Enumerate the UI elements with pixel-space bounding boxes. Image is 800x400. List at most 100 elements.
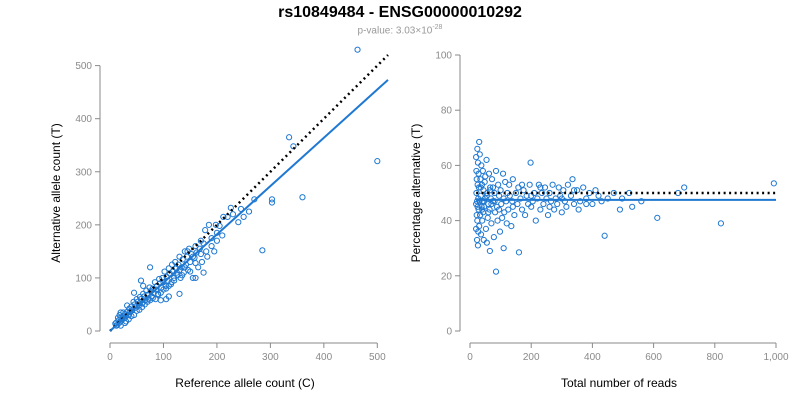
left-data-point — [268, 196, 276, 203]
left-data-point — [171, 274, 178, 282]
right-data-point — [477, 184, 484, 191]
right-y-tick-label: 80 — [441, 106, 453, 117]
right-data-point — [500, 195, 507, 202]
left-data-point — [195, 264, 202, 271]
chart-title: rs10849484 - ENSG00000010292 — [278, 4, 522, 21]
left-y-tick-label: 400 — [75, 114, 92, 125]
right-data-point — [479, 167, 486, 175]
left-data-point — [181, 248, 188, 255]
left-x-tick-label: 400 — [316, 352, 333, 363]
left-data-point — [189, 253, 196, 260]
right-data-point — [499, 170, 507, 177]
right-data-point — [480, 198, 487, 205]
left-data-point — [192, 242, 199, 250]
right-data-point — [540, 200, 547, 208]
right-x-tick-label: 1,000 — [763, 352, 788, 363]
right-data-point — [546, 203, 553, 210]
right-x-tick-label: 600 — [645, 352, 662, 363]
right-data-point — [517, 195, 524, 202]
right-data-point — [589, 200, 596, 208]
right-data-point — [570, 187, 578, 194]
right-data-point — [544, 211, 552, 219]
right-scatter-panel: 0 200 400 600 800 1,000 0 20 40 60 80 100 Total numb… — [409, 51, 789, 391]
right-data-point — [604, 195, 611, 202]
left-reference-line — [109, 54, 389, 332]
right-data-point — [488, 220, 495, 227]
left-data-point — [168, 261, 176, 268]
right-data-point — [570, 200, 578, 208]
right-data-point — [501, 209, 508, 216]
right-data-point — [476, 211, 484, 219]
left-data-point — [161, 268, 168, 275]
left-data-point — [374, 158, 381, 165]
right-data-point — [488, 176, 496, 183]
right-data-point — [509, 176, 516, 183]
right-data-point — [598, 198, 605, 205]
right-data-point — [483, 192, 490, 199]
right-x-tick-label: 800 — [706, 352, 723, 363]
left-data-point — [116, 311, 123, 319]
left-data-point — [211, 248, 218, 255]
right-data-point — [616, 206, 624, 213]
right-x-axis-label: Total number of reads — [561, 376, 677, 390]
right-data-point — [564, 181, 572, 188]
left-data-point — [157, 297, 164, 304]
right-data-point — [638, 198, 645, 205]
right-data-point — [610, 189, 617, 197]
left-data-point — [192, 259, 199, 267]
right-data-point — [498, 200, 505, 208]
right-data-point — [474, 145, 481, 152]
right-data-point — [473, 189, 480, 197]
right-data-point — [629, 203, 636, 210]
right-data-point — [511, 211, 518, 219]
right-y-axis-label: Percentage alternative (T) — [409, 124, 423, 263]
right-data-point — [549, 181, 556, 188]
right-data-point — [478, 162, 485, 169]
right-data-point — [509, 203, 516, 210]
p-value-mantissa: 3.03×10 — [395, 25, 433, 37]
right-data-point — [552, 195, 559, 202]
right-data-point — [492, 268, 500, 275]
right-data-point — [492, 167, 500, 175]
right-data-point — [483, 239, 490, 246]
left-x-tick-label: 500 — [369, 352, 386, 363]
left-data-point — [212, 221, 219, 228]
left-data-point — [184, 248, 191, 255]
left-data-point — [354, 46, 361, 53]
left-data-point — [213, 237, 221, 244]
right-data-point — [563, 203, 570, 210]
left-data-point — [240, 213, 247, 220]
right-data-point — [717, 220, 725, 227]
left-data-point — [290, 143, 297, 150]
left-data-point — [205, 221, 213, 228]
left-data-point — [168, 279, 175, 286]
right-data-point — [497, 187, 504, 194]
right-data-point — [770, 180, 777, 187]
right-y-tick-label: 100 — [435, 51, 452, 62]
left-x-tick-label: 200 — [209, 352, 226, 363]
right-data-point — [508, 223, 515, 230]
right-data-point — [577, 198, 584, 205]
right-data-point — [543, 195, 550, 202]
left-data-point — [130, 311, 138, 319]
left-data-point — [176, 290, 183, 297]
right-data-point — [483, 156, 490, 163]
left-data-point — [208, 242, 215, 250]
left-data-point — [259, 247, 266, 254]
left-y-tick-label: 300 — [75, 167, 92, 178]
right-x-tick-label: 0 — [467, 352, 473, 363]
right-data-point — [499, 214, 506, 221]
right-x-tick-label: 200 — [523, 352, 540, 363]
right-data-point — [473, 200, 480, 208]
right-data-point — [575, 206, 582, 213]
p-value-subtitle: p-value: 3.03×10-28 — [0, 24, 800, 36]
right-data-point — [474, 159, 482, 166]
right-data-point — [473, 176, 480, 183]
left-data-point — [179, 272, 186, 279]
right-data-point — [512, 189, 520, 197]
right-data-point — [473, 167, 480, 175]
left-data-point — [130, 289, 138, 296]
left-data-point — [140, 282, 147, 289]
right-data-point — [521, 211, 529, 219]
left-x-tick-label: 100 — [155, 352, 172, 363]
